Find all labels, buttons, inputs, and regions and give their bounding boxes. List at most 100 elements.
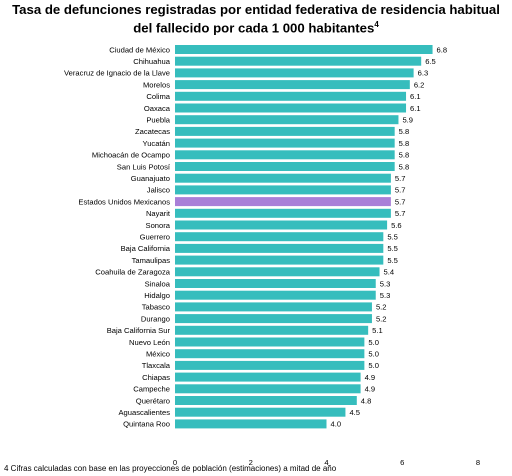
category-label: Nuevo León xyxy=(129,338,170,347)
data-label: 5.3 xyxy=(380,279,391,288)
x-tick-label: 6 xyxy=(400,458,404,467)
category-label: Colima xyxy=(146,92,170,101)
category-label: Querétaro xyxy=(136,396,170,405)
category-label: Morelos xyxy=(143,80,170,89)
bar xyxy=(175,360,365,370)
x-tick-label: 0 xyxy=(173,458,177,467)
bar xyxy=(175,279,376,288)
x-tick-label: 2 xyxy=(249,458,253,467)
bar xyxy=(175,419,327,429)
category-label: Sinaloa xyxy=(145,279,171,288)
category-label: Chihuahua xyxy=(133,57,171,66)
title-line-1: Tasa de defunciones registradas por enti… xyxy=(12,2,500,17)
category-label: Baja California Sur xyxy=(107,326,171,335)
bar-highlight xyxy=(175,197,391,207)
data-label: 5.4 xyxy=(384,268,395,277)
data-label: 5.7 xyxy=(395,174,406,183)
bar xyxy=(175,162,395,171)
x-tick-label: 4 xyxy=(324,458,328,467)
bar xyxy=(175,80,410,90)
category-label: Guanajuato xyxy=(131,174,170,183)
data-label: 5.7 xyxy=(395,197,406,206)
data-label: 6.1 xyxy=(410,104,421,113)
data-label: 5.0 xyxy=(368,338,379,347)
category-label: Baja California xyxy=(121,244,171,253)
data-label: 5.5 xyxy=(387,256,398,265)
data-label: 5.1 xyxy=(372,326,383,335)
data-label: 5.2 xyxy=(376,314,387,323)
data-label: 5.8 xyxy=(399,151,410,160)
bar xyxy=(175,173,391,183)
footnote: 4 Cifras calculadas con base en las proy… xyxy=(4,464,337,473)
bar xyxy=(175,396,357,405)
category-label: Tlaxcala xyxy=(142,361,171,370)
bar xyxy=(175,150,395,160)
data-label: 6.3 xyxy=(418,69,429,78)
data-label: 5.5 xyxy=(387,244,398,253)
category-label: Coahuila de Zaragoza xyxy=(95,268,170,277)
data-label: 6.5 xyxy=(425,57,436,66)
bar xyxy=(175,325,369,335)
data-label: 5.8 xyxy=(399,139,410,148)
data-label: 5.7 xyxy=(395,186,406,195)
title-line-2: del fallecido por cada 1 000 habitantes4 xyxy=(0,17,512,35)
bar xyxy=(175,290,376,300)
bar xyxy=(175,91,407,101)
data-label: 5.0 xyxy=(368,361,379,370)
category-label: Sonora xyxy=(146,221,171,230)
bar xyxy=(175,314,372,324)
bar xyxy=(175,56,422,66)
bar xyxy=(175,337,365,347)
data-label: 5.8 xyxy=(399,127,410,136)
category-label: Yucatán xyxy=(143,139,170,148)
bar xyxy=(175,243,384,253)
bar xyxy=(175,255,384,265)
data-label: 5.2 xyxy=(376,303,387,312)
category-label: Tabasco xyxy=(142,303,170,312)
data-label: 6.2 xyxy=(414,80,425,89)
category-label: Aguascalientes xyxy=(118,408,170,417)
category-label: Tamaulipas xyxy=(132,256,171,265)
title-footnote-mark: 4 xyxy=(374,20,379,29)
data-label: 6.1 xyxy=(410,92,421,101)
category-label: Jalisco xyxy=(147,186,170,195)
category-label: Puebla xyxy=(146,116,170,125)
category-label: San Luis Potosí xyxy=(117,162,171,171)
chart-title: Tasa de defunciones registradas por enti… xyxy=(0,2,512,35)
category-label: Nayarit xyxy=(146,209,171,218)
data-label: 6.8 xyxy=(437,45,448,54)
category-label: Guerrero xyxy=(140,233,170,242)
category-label: Veracruz de Ignacio de la Llave xyxy=(64,69,170,78)
bar xyxy=(175,45,433,54)
category-label: Hidalgo xyxy=(144,291,170,300)
category-label: Estados Unidos Mexicanos xyxy=(78,197,170,206)
category-label: Quintana Roo xyxy=(123,420,170,429)
x-tick-label: 8 xyxy=(476,458,480,467)
data-label: 4.5 xyxy=(349,408,360,417)
data-label: 4.0 xyxy=(331,420,342,429)
bar xyxy=(175,372,361,382)
bar xyxy=(175,302,372,312)
bar xyxy=(175,68,414,78)
category-label: Michoacán de Ocampo xyxy=(92,151,170,160)
data-label: 5.0 xyxy=(368,350,379,359)
bar xyxy=(175,349,365,359)
bar xyxy=(175,138,395,148)
title-line-2-text: del fallecido por cada 1 000 habitantes xyxy=(133,20,375,36)
bar xyxy=(175,126,395,136)
data-label: 5.5 xyxy=(387,233,398,242)
category-label: Campeche xyxy=(133,385,170,394)
category-label: Ciudad de México xyxy=(109,45,170,54)
bar xyxy=(175,103,407,113)
data-label: 5.6 xyxy=(391,221,402,230)
data-label: 5.9 xyxy=(402,116,413,125)
data-label: 5.3 xyxy=(380,291,391,300)
category-label: Zacatecas xyxy=(135,127,170,136)
data-label: 4.8 xyxy=(361,396,372,405)
data-label: 4.9 xyxy=(365,385,376,394)
category-label: Chiapas xyxy=(142,373,170,382)
data-label: 4.9 xyxy=(365,373,376,382)
category-label: Oaxaca xyxy=(144,104,171,113)
bar xyxy=(175,267,380,277)
